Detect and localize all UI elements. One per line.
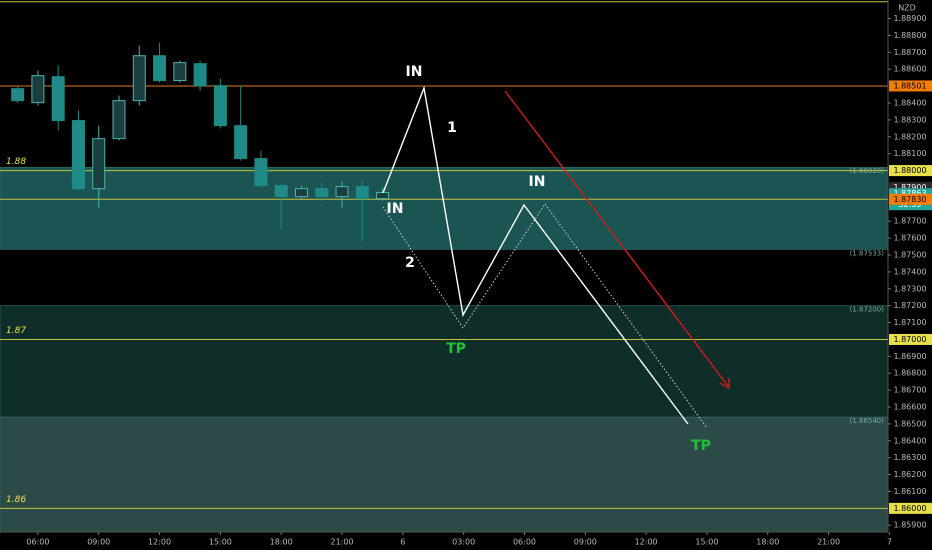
candle-body (254, 158, 268, 187)
price-label-box (889, 333, 932, 345)
price-label-box (889, 181, 932, 193)
y-tick-label: 1.87100 (893, 318, 926, 327)
x-tick-label: 12:00 (148, 538, 171, 547)
annotation: TP (691, 438, 711, 454)
y-tick-label: 1.86300 (893, 453, 926, 462)
time-axis (0, 532, 932, 550)
y-tick-label: 1.85900 (893, 521, 926, 530)
candle-body (213, 85, 227, 127)
projection-dotted (382, 203, 708, 429)
candle-body (335, 186, 349, 198)
annotation: IN (529, 174, 546, 190)
candle-body (31, 75, 45, 104)
y-tick-label: 1.87500 (893, 251, 926, 260)
y-tick-label: 1.87400 (893, 267, 926, 276)
x-tick-label: 06:00 (513, 538, 536, 547)
zone (0, 305, 889, 418)
arrow-head (719, 378, 730, 390)
annotation: IN (387, 201, 404, 217)
level-label: 1.87 (6, 326, 26, 336)
x-tick-label: 06:00 (26, 538, 49, 547)
price-label-box (889, 165, 932, 177)
y-tick-label: 1.88400 (893, 99, 926, 108)
zone-label: (1.88020) (850, 167, 885, 175)
drawings: IN 1 IN 2 TP IN TP (382, 64, 730, 454)
y-tick-label: 1.88100 (893, 149, 926, 158)
price-label-box (889, 193, 932, 205)
y-tick-label: 1.87600 (893, 234, 926, 243)
x-tick-label: 15:00 (209, 538, 232, 547)
trend-arrow (504, 90, 729, 387)
y-tick-label: 1.86100 (893, 487, 926, 496)
zone-label: (1.86540) (850, 417, 885, 425)
candle-body (112, 100, 126, 140)
annotation: TP (446, 341, 466, 357)
candle-body (294, 188, 308, 198)
candle-body (234, 125, 248, 160)
y-tick-label: 1.88600 (893, 65, 926, 74)
price-label: 1.87000 (893, 335, 926, 344)
level-label: 1.86 (6, 495, 26, 505)
x-tick-label: 12:00 (635, 538, 658, 547)
candle-body (92, 138, 106, 190)
y-tick-label: 1.87200 (893, 301, 926, 310)
y-tick-label: 1.86200 (893, 470, 926, 479)
projection-path (382, 85, 689, 425)
candle-body (11, 88, 25, 102)
y-tick-label: 1.88200 (893, 132, 926, 141)
currency: NZD (898, 4, 916, 13)
candle-body (153, 55, 167, 82)
annotation: IN (406, 64, 423, 80)
y-tick-label: 1.87700 (893, 217, 926, 226)
candle-body (173, 62, 187, 82)
price-label: 1.87900 (893, 183, 926, 192)
price-label-box (889, 502, 932, 514)
y-tick-label: 1.88300 (893, 115, 926, 124)
y-tick-label: 1.87300 (893, 284, 926, 293)
x-tick-label: 21:00 (817, 538, 840, 547)
candle-body (376, 192, 390, 200)
x-tick-label: 7 (887, 538, 892, 547)
x-tick-label: 09:00 (574, 538, 597, 547)
level-label: 1.88 (6, 157, 26, 167)
price-label: 1.87830 (893, 195, 926, 204)
y-tick-label: 1.88900 (893, 14, 926, 23)
x-tick-label: 18:00 (270, 538, 293, 547)
candle-body (193, 63, 207, 87)
candle-body (274, 185, 288, 198)
x-tick-label: 18:00 (756, 538, 779, 547)
y-tick-label: 1.88700 (893, 48, 926, 57)
zone-label: (1.87200) (850, 306, 885, 314)
price-label-box (889, 80, 932, 92)
candle-body (51, 76, 65, 122)
y-tick-label: 1.86700 (893, 386, 926, 395)
x-tick-label: 09:00 (87, 538, 110, 547)
x-tick-label: 6 (400, 538, 405, 547)
y-tick-label: 1.86600 (893, 403, 926, 412)
candle-body (315, 188, 329, 198)
zone-label: (1.87533) (850, 249, 885, 257)
price-label: 1.88501 (893, 81, 926, 90)
price-axis (888, 0, 932, 550)
price-label: 1.88000 (893, 166, 926, 175)
price-label: 1.87863 (893, 189, 926, 198)
y-tick-label: 1.86900 (893, 352, 926, 361)
price-label-box (889, 188, 932, 200)
candle-body (71, 120, 85, 190)
x-tick-label: 03:00 (452, 538, 475, 547)
price-label: 1.86000 (893, 504, 926, 513)
y-tick-label: 1.86400 (893, 436, 926, 445)
annotation: 2 (405, 255, 415, 271)
x-tick-label: 15:00 (695, 538, 718, 547)
x-tick-label: 21:00 (330, 538, 353, 547)
candle-body (132, 55, 146, 102)
zone (0, 416, 889, 533)
y-tick-label: 1.86500 (893, 419, 926, 428)
annotation: 1 (447, 120, 457, 136)
y-tick-label: 1.86800 (893, 369, 926, 378)
y-tick-label: 1.88800 (893, 31, 926, 40)
candle-body (355, 186, 369, 200)
